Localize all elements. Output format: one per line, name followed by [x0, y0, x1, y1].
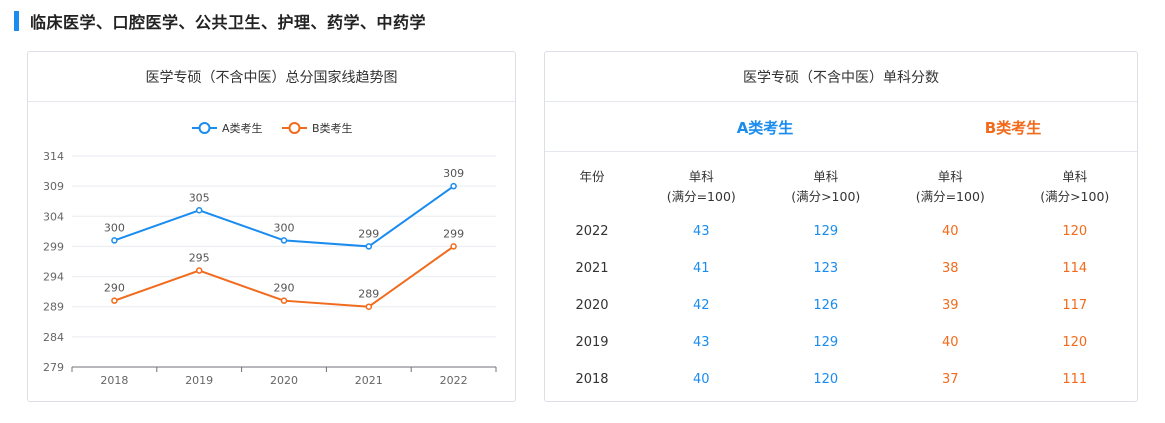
- single-subject-card: 医学专硕（不含中医）单科分数 A类考生 B类考生 年份 单科 (满分=100) 单…: [544, 51, 1138, 402]
- single-subject-title: 医学专硕（不含中医）单科分数: [545, 52, 1137, 102]
- row-a-100: 43: [692, 335, 710, 350]
- x-tick-label: 2019: [185, 374, 213, 387]
- data-point: [111, 297, 118, 304]
- score-table-header: 年份 单科 (满分=100) 单科 (满分>100) 单科 (满分=100) 单科 (满…: [545, 153, 1137, 213]
- data-point: [365, 243, 373, 250]
- row-a-100: 40: [692, 372, 710, 387]
- row-year: 2021: [575, 261, 609, 276]
- header-a-100: 单科 (满分=100): [639, 153, 764, 213]
- x-tick-label: 2021: [355, 374, 383, 387]
- row-year: 2018: [575, 372, 609, 387]
- data-label: 309: [443, 167, 464, 180]
- header-b-100: 单科 (满分=100): [888, 153, 1013, 213]
- legend-label: A类考生: [222, 121, 263, 135]
- y-tick-label: 309: [43, 180, 64, 193]
- table-row: 2022 43 129 40 120: [545, 213, 1137, 250]
- header-line2: (满分>100): [791, 189, 861, 204]
- row-b-over: 117: [1062, 298, 1088, 313]
- header-line2: (满分=100): [915, 189, 985, 204]
- row-year: 2020: [575, 298, 609, 313]
- header-line1: 单科: [1062, 169, 1088, 184]
- data-point: [450, 243, 457, 250]
- row-b-over: 120: [1062, 224, 1088, 239]
- trend-chart-card: 医学专硕（不含中医）总分国家线趋势图 279 284 289 294 299 304 309…: [27, 51, 516, 402]
- header-year: 年份: [579, 169, 605, 184]
- header-line2: (满分=100): [666, 189, 736, 204]
- score-table: 年份 单科 (满分=100) 单科 (满分>100) 单科 (满分=100) 单科 (满…: [545, 153, 1137, 398]
- section-title: 临床医学、口腔医学、公共卫生、护理、药学、中药学: [30, 13, 427, 32]
- data-label: 305: [189, 191, 210, 204]
- header-line1: 单科: [813, 169, 839, 184]
- data-point: [195, 207, 203, 214]
- row-b-100: 39: [941, 298, 959, 313]
- data-point: [195, 267, 203, 274]
- data-label: 290: [104, 282, 125, 295]
- data-point: [111, 237, 118, 244]
- row-a-over: 120: [813, 372, 839, 387]
- row-a-over: 123: [813, 261, 839, 276]
- category-a-label: A类考生: [736, 118, 794, 137]
- row-a-over: 129: [813, 335, 839, 350]
- row-b-over: 114: [1062, 261, 1088, 276]
- row-b-100: 40: [941, 224, 959, 239]
- x-tick-label: 2020: [270, 374, 298, 387]
- legend-marker: [288, 122, 301, 134]
- row-year: 2019: [575, 335, 609, 350]
- trend-chart-title: 医学专硕（不含中医）总分国家线趋势图: [28, 52, 515, 102]
- data-label: 295: [189, 252, 210, 265]
- y-tick-label: 279: [43, 361, 64, 374]
- y-tick-label: 289: [43, 301, 64, 314]
- x-tick-label: 2018: [100, 374, 128, 387]
- row-year: 2022: [575, 224, 609, 239]
- row-b-100: 37: [941, 372, 959, 387]
- y-tick-label: 314: [43, 150, 64, 163]
- data-label: 299: [443, 227, 464, 240]
- header-line1: 单科: [937, 169, 963, 184]
- table-row: 2019 43 129 40 120: [545, 324, 1137, 361]
- table-row: 2021 41 123 38 114: [545, 250, 1137, 287]
- y-tick-label: 294: [43, 271, 64, 284]
- data-label: 300: [274, 221, 295, 234]
- legend-label: B类考生: [312, 121, 353, 135]
- header-b-over: 单科 (满分>100): [1013, 153, 1138, 213]
- data-point: [280, 297, 288, 304]
- row-a-over: 129: [813, 224, 839, 239]
- row-b-100: 40: [941, 335, 959, 350]
- y-tick-label: 284: [43, 331, 64, 344]
- table-row: 2020 42 126 39 117: [545, 287, 1137, 324]
- data-label: 299: [358, 227, 379, 240]
- row-a-100: 42: [692, 298, 710, 313]
- category-b-label: B类考生: [984, 118, 1042, 137]
- data-point: [365, 303, 373, 310]
- data-point: [280, 237, 288, 244]
- data-label: 290: [274, 282, 295, 295]
- row-a-100: 41: [692, 261, 710, 276]
- data-label: 289: [358, 288, 379, 301]
- legend-marker: [198, 122, 211, 134]
- y-tick-label: 304: [43, 210, 64, 223]
- header-line2: (满分>100): [1040, 189, 1110, 204]
- section-header: 临床医学、口腔医学、公共卫生、护理、药学、中药学: [14, 10, 426, 32]
- y-tick-label: 299: [43, 240, 64, 253]
- data-label: 300: [104, 221, 125, 234]
- table-row: 2018 40 120 37 111: [545, 361, 1137, 398]
- x-tick-label: 2022: [440, 374, 468, 387]
- header-line1: 单科: [688, 169, 714, 184]
- row-b-100: 38: [941, 261, 959, 276]
- category-row: [545, 102, 1137, 152]
- header-a-over: 单科 (满分>100): [764, 153, 889, 213]
- row-a-over: 126: [813, 298, 839, 313]
- row-a-100: 43: [692, 224, 710, 239]
- section-accent-bar: [14, 11, 19, 31]
- trend-line-chart: 279 284 289 294 299 304 309 314 2018 2019 2020 2021…: [43, 121, 497, 387]
- row-b-over: 120: [1062, 335, 1088, 350]
- row-b-over: 111: [1062, 372, 1088, 387]
- data-point: [450, 182, 457, 190]
